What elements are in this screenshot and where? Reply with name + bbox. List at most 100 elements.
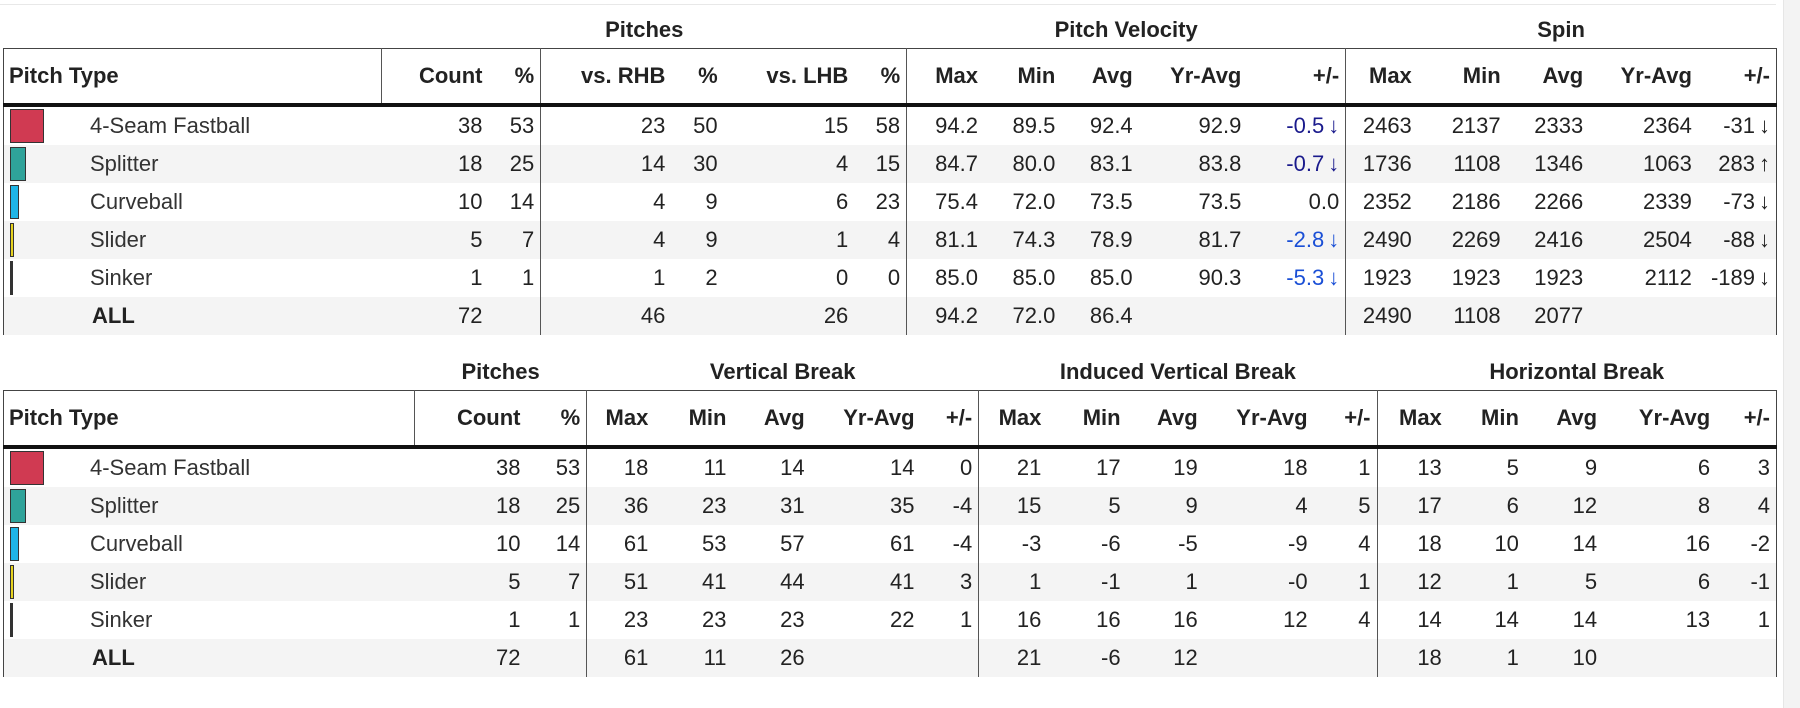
column-header[interactable]: +/-: [1697, 48, 1777, 107]
data-cell: 2077: [1506, 297, 1590, 335]
column-header[interactable]: Min: [654, 390, 733, 449]
column-header[interactable]: Count: [414, 390, 527, 449]
data-cell: 14: [780, 455, 805, 480]
column-header[interactable]: +/-: [920, 390, 980, 449]
spin-delta-cell: -189 ↓: [1697, 259, 1777, 297]
data-cell: 1: [1447, 639, 1525, 677]
column-header[interactable]: Avg: [1061, 48, 1139, 107]
data-cell: 75.4: [935, 189, 978, 214]
column-header[interactable]: Yr-Avg: [1138, 48, 1248, 107]
column-header[interactable]: Avg: [1506, 48, 1590, 107]
data-cell: 15: [854, 145, 908, 183]
pitch-name: Splitter: [90, 493, 159, 518]
data-cell: 74.3: [983, 221, 1062, 259]
data-cell: 10: [1494, 531, 1519, 556]
column-header[interactable]: Max: [978, 390, 1048, 449]
column-header[interactable]: Avg: [1126, 390, 1204, 449]
pitch-type: Slider: [5, 221, 382, 259]
totals-label: ALL: [92, 303, 135, 328]
data-cell: -9: [1288, 531, 1308, 556]
column-header[interactable]: Yr-Avg: [1589, 48, 1698, 107]
column-header[interactable]: Max: [1345, 48, 1418, 107]
column-header[interactable]: vs. RHB: [540, 48, 672, 107]
spin-delta: -31: [1723, 113, 1755, 138]
velocity-delta-cell: -5.3 ↓: [1247, 259, 1347, 297]
column-header[interactable]: Max: [906, 48, 984, 107]
column-header[interactable]: Min: [1447, 390, 1525, 449]
column-header[interactable]: Max: [1377, 390, 1448, 449]
column-header[interactable]: Yr-Avg: [1603, 390, 1717, 449]
data-cell: 10: [495, 531, 521, 556]
pitch-name: Slider: [90, 569, 147, 594]
data-cell: 57: [780, 531, 805, 556]
pitch-name: Curveball: [90, 189, 183, 214]
data-cell: 1: [978, 563, 1048, 601]
column-header[interactable]: Min: [1047, 390, 1127, 449]
data-cell: 14: [1572, 607, 1598, 632]
data-cell: 16: [1685, 531, 1711, 556]
column-header[interactable]: Pitch Type: [2, 48, 383, 107]
data-cell: 94.2: [906, 297, 984, 335]
arrow-up-icon: ↑: [1759, 151, 1770, 176]
column-header[interactable]: Min: [983, 48, 1062, 107]
column-header[interactable]: Max: [586, 390, 655, 449]
column-header[interactable]: Yr-Avg: [1203, 390, 1314, 449]
data-cell: 8: [1603, 487, 1717, 525]
arrow-down-icon: ↓: [1759, 113, 1770, 138]
data-cell: 9: [1126, 487, 1204, 525]
column-header[interactable]: Avg: [732, 390, 811, 449]
velocity-delta-cell: -0.7 ↓: [1247, 145, 1347, 183]
data-cell: 12: [1126, 639, 1204, 677]
column-header[interactable]: vs. LHB: [723, 48, 855, 107]
data-cell: [810, 639, 921, 677]
data-cell: [526, 639, 588, 677]
data-cell: 6: [1697, 455, 1711, 480]
data-cell: 18: [381, 145, 489, 183]
data-cell: 0: [854, 259, 908, 297]
data-cell: [671, 297, 724, 335]
column-header[interactable]: Avg: [1524, 390, 1604, 449]
data-cell: 6: [836, 189, 849, 214]
data-cell: 73.5: [1198, 189, 1242, 214]
data-cell: 15: [823, 113, 849, 138]
column-header[interactable]: +/-: [1716, 390, 1778, 449]
data-cell: 9: [671, 221, 724, 259]
data-cell: 23: [623, 607, 649, 632]
data-cell: 2504: [1589, 221, 1698, 259]
data-cell: 2339: [1642, 189, 1692, 214]
data-cell: 10: [458, 189, 483, 214]
data-cell: 10: [1524, 639, 1604, 677]
column-header[interactable]: Pitch Type: [3, 390, 415, 449]
column-header[interactable]: +/-: [1313, 390, 1378, 449]
data-cell: 2333: [1534, 113, 1584, 138]
data-cell: 92.4: [1089, 113, 1133, 138]
pitch-type-cell: 4-Seam Fastball: [3, 447, 415, 487]
pitch-type-cell: Slider: [3, 563, 415, 601]
data-cell: 1: [723, 221, 855, 259]
column-header[interactable]: %: [854, 48, 908, 107]
pitch-name: Splitter: [90, 151, 159, 176]
column-header[interactable]: %: [671, 48, 724, 107]
column-header[interactable]: Count: [381, 48, 489, 107]
data-cell: 0: [920, 447, 980, 487]
column-header[interactable]: +/-: [1247, 48, 1347, 107]
column-header[interactable]: Min: [1417, 48, 1507, 107]
pitch-color-swatch: [10, 109, 44, 143]
data-cell: 4: [1203, 487, 1314, 525]
vertical-scrollbar[interactable]: [1783, 0, 1800, 708]
data-cell: 2352: [1362, 189, 1412, 214]
data-cell: 2186: [1451, 189, 1501, 214]
column-header[interactable]: Yr-Avg: [810, 390, 921, 449]
data-cell: 23: [854, 183, 908, 221]
data-cell: 84.7: [906, 145, 984, 183]
data-cell: -5: [1178, 531, 1198, 556]
data-cell: 53: [702, 531, 727, 556]
data-cell: 18: [623, 455, 649, 480]
column-header[interactable]: %: [526, 390, 588, 449]
pitch-color-swatch-box: [5, 147, 90, 181]
data-cell: -4: [920, 525, 980, 563]
column-header[interactable]: %: [488, 48, 542, 107]
table-row: Curveball 10 14 61 53 57 61 -4 -3 -6 -5 -9 4 18 10 14 16…: [3, 525, 1778, 563]
data-cell: 1: [508, 607, 521, 632]
data-cell: 85.0: [1089, 265, 1133, 290]
